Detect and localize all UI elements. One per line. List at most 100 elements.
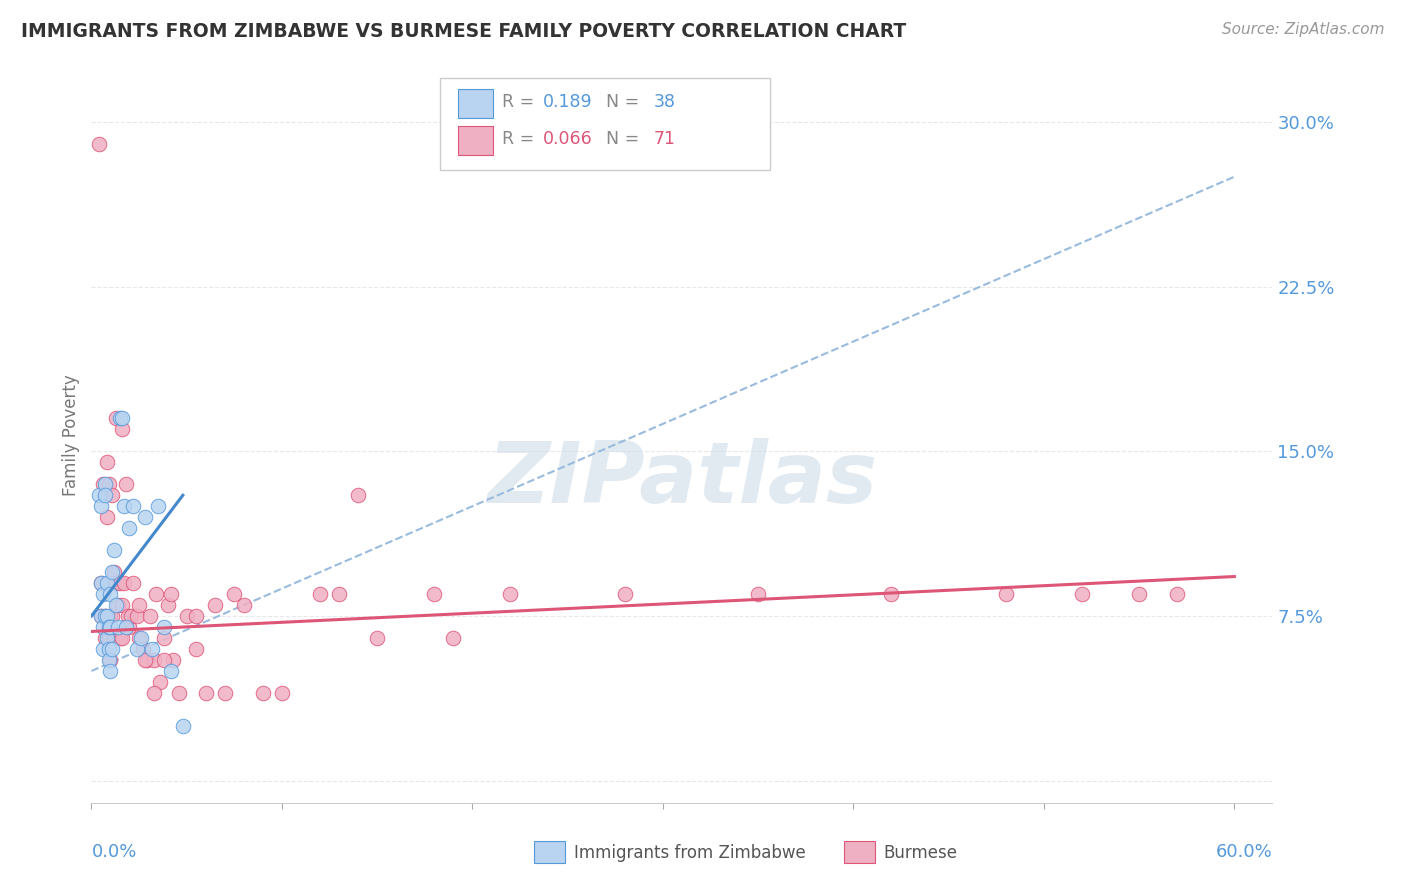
Point	[152, 631, 174, 645]
Text: 0.189: 0.189	[543, 94, 592, 112]
Point	[328, 587, 350, 601]
Point	[162, 653, 184, 667]
Point	[111, 598, 134, 612]
Point	[160, 587, 183, 601]
Point	[91, 642, 114, 657]
Point	[145, 587, 167, 601]
Point	[122, 576, 145, 591]
Point	[87, 136, 110, 151]
Point	[105, 576, 128, 591]
Point	[111, 422, 134, 436]
Point	[146, 500, 169, 514]
Point	[441, 631, 464, 645]
Point	[90, 609, 112, 624]
Point	[107, 598, 129, 612]
Point	[100, 664, 122, 678]
Text: Burmese: Burmese	[883, 844, 957, 862]
Point	[186, 642, 208, 657]
Point	[101, 565, 124, 579]
Point	[499, 587, 522, 601]
Point	[93, 609, 115, 624]
Point	[160, 664, 183, 678]
Point	[117, 609, 139, 624]
Point	[90, 609, 112, 624]
Point	[114, 620, 136, 634]
Point	[186, 609, 208, 624]
Point	[105, 598, 128, 612]
Text: 60.0%: 60.0%	[1216, 843, 1272, 861]
Text: 71: 71	[654, 130, 675, 148]
FancyBboxPatch shape	[457, 89, 494, 119]
Point	[91, 477, 114, 491]
Point	[1166, 587, 1188, 601]
Point	[994, 587, 1017, 601]
Point	[108, 576, 131, 591]
Point	[96, 631, 118, 645]
Point	[309, 587, 332, 601]
Point	[103, 543, 125, 558]
Point	[100, 620, 122, 634]
Point	[103, 631, 125, 645]
Point	[880, 587, 903, 601]
Point	[100, 653, 122, 667]
Point	[101, 488, 124, 502]
Point	[613, 587, 636, 601]
Point	[149, 675, 172, 690]
Text: N =: N =	[595, 130, 644, 148]
Point	[143, 686, 166, 700]
Text: 0.066: 0.066	[543, 130, 592, 148]
Point	[107, 620, 129, 634]
Point	[103, 565, 125, 579]
Text: N =: N =	[595, 94, 644, 112]
Point	[97, 653, 120, 667]
Point	[127, 642, 149, 657]
Point	[114, 477, 136, 491]
Point	[97, 642, 120, 657]
Text: R =: R =	[502, 94, 540, 112]
Point	[366, 631, 388, 645]
Point	[139, 609, 162, 624]
Point	[96, 609, 118, 624]
Point	[134, 653, 156, 667]
Point	[87, 488, 110, 502]
Text: 0.0%: 0.0%	[91, 843, 136, 861]
Point	[132, 642, 155, 657]
Point	[100, 587, 122, 601]
Point	[108, 631, 131, 645]
Point	[112, 576, 135, 591]
Point	[105, 411, 128, 425]
Point	[152, 620, 174, 634]
Point	[96, 455, 118, 469]
Point	[1128, 587, 1150, 601]
Y-axis label: Family Poverty: Family Poverty	[62, 374, 80, 496]
Point	[96, 576, 118, 591]
Point	[118, 521, 141, 535]
Point	[90, 500, 112, 514]
Text: IMMIGRANTS FROM ZIMBABWE VS BURMESE FAMILY POVERTY CORRELATION CHART: IMMIGRANTS FROM ZIMBABWE VS BURMESE FAMI…	[21, 22, 907, 41]
Point	[167, 686, 190, 700]
FancyBboxPatch shape	[440, 78, 770, 170]
Point	[111, 631, 134, 645]
Point	[141, 642, 163, 657]
Point	[93, 477, 115, 491]
Point	[194, 686, 217, 700]
Point	[172, 719, 194, 733]
Text: R =: R =	[502, 130, 540, 148]
Point	[156, 598, 179, 612]
Text: 38: 38	[654, 94, 675, 112]
Point	[128, 598, 150, 612]
Point	[270, 686, 292, 700]
Point	[112, 500, 135, 514]
Point	[93, 631, 115, 645]
Point	[252, 686, 274, 700]
Point	[111, 411, 134, 425]
Point	[97, 477, 120, 491]
Point	[747, 587, 769, 601]
Point	[143, 653, 166, 667]
Point	[118, 620, 141, 634]
Point	[122, 500, 145, 514]
Point	[224, 587, 246, 601]
Point	[96, 510, 118, 524]
Point	[91, 620, 114, 634]
Text: Source: ZipAtlas.com: Source: ZipAtlas.com	[1222, 22, 1385, 37]
